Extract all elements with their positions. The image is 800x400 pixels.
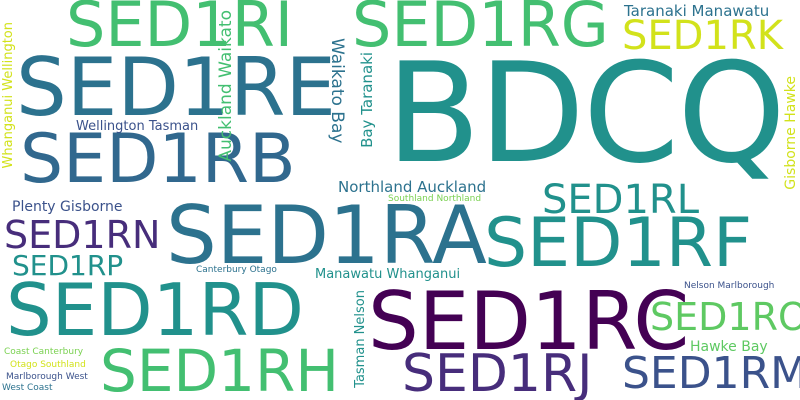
word-sed1rf: SED1RF: [484, 204, 753, 283]
word-sed1ra: SED1RA: [166, 189, 487, 282]
word-sed1rh: SED1RH: [100, 337, 339, 400]
word-sed1ro: SED1RO: [650, 295, 800, 339]
word-sed1rn: SED1RN: [4, 213, 161, 257]
word-sed1rj: SED1RJ: [402, 344, 593, 400]
word-hawke-bay: Hawke Bay: [690, 339, 768, 355]
word-waikato-bay: Waikato Bay: [327, 38, 347, 144]
word-wellington-tasman: Wellington Tasman: [76, 119, 199, 134]
word-plenty-gisborne: Plenty Gisborne: [12, 199, 123, 215]
word-sed1re: SED1RE: [16, 41, 336, 134]
word-manawatu-whanganui: Manawatu Whanganui: [315, 267, 461, 282]
word-bdcq: BDCQ: [386, 33, 786, 194]
word-tasman-nelson: Tasman Nelson: [353, 290, 368, 388]
word-sed1rd: SED1RD: [6, 268, 304, 352]
word-southland-northland: Southland Northland: [388, 194, 482, 204]
word-sed1rk: SED1RK: [622, 13, 783, 59]
word-bay-taranaki: Bay Taranaki: [358, 52, 376, 148]
word-sed1rl: SED1RL: [542, 177, 699, 223]
word-otago-southland: Otago Southland: [10, 360, 86, 370]
word-sed1rg: SED1RG: [352, 0, 609, 61]
word-sed1ri: SED1RI: [66, 0, 294, 61]
word-sed1rm: SED1RM: [622, 348, 800, 399]
word-auckland-waikato: Auckland Waikato: [216, 10, 236, 162]
word-nelson-marlborough: Nelson Marlborough: [684, 281, 775, 291]
word-sed1rp: SED1RP: [12, 249, 124, 282]
word-west-coast: West Coast: [2, 383, 53, 393]
word-gisborne-hawke: Gisborne Hawke: [783, 76, 799, 190]
word-northland-auckland: Northland Auckland: [338, 178, 487, 196]
word-canterbury-otago: Canterbury Otago: [196, 265, 277, 275]
word-taranaki-manawatu: Taranaki Manawatu: [624, 2, 770, 20]
word-sed1rc: SED1RC: [368, 275, 690, 368]
word-coast-canterbury: Coast Canterbury: [4, 347, 84, 357]
word-marlborough-west: Marlborough West: [6, 372, 88, 382]
word-sed1rb: SED1RB: [20, 120, 296, 199]
word-whanganui-wellington: Whanganui Wellington: [1, 22, 16, 169]
